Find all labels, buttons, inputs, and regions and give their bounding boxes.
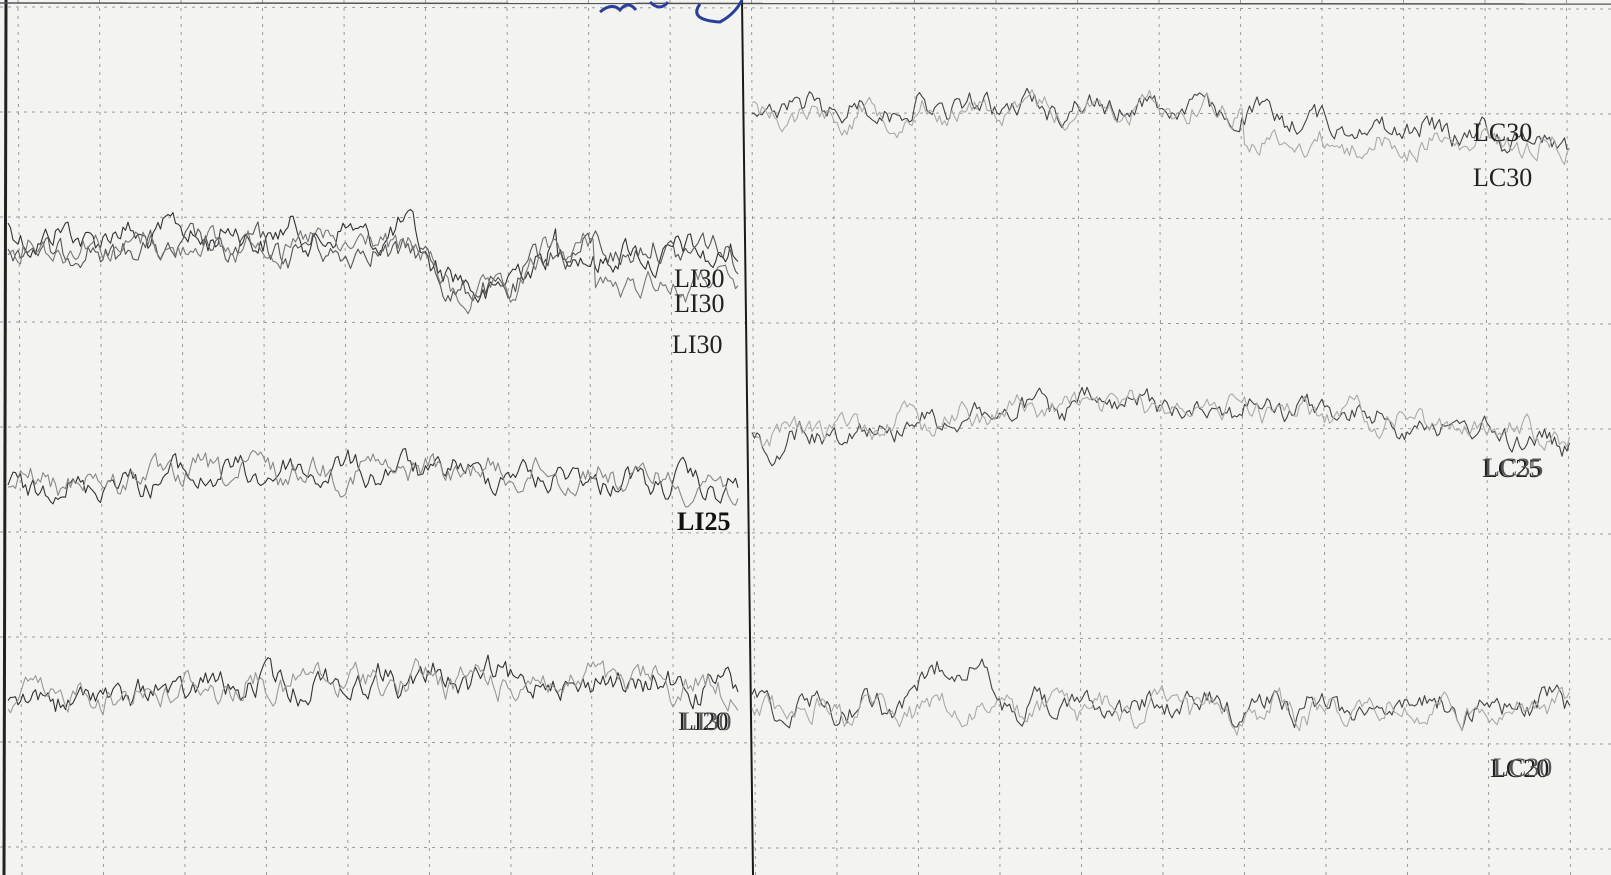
top-border [0,2,1611,5]
channel-label: LI30 [672,330,723,359]
grid-line [914,0,919,875]
channel-label: LC20 [1490,754,1549,783]
eeg-trace [751,87,1570,154]
channel-label: LC35 [1484,453,1543,482]
labels: LI30LI30LI30LI25LI20LI30LC30LC30LC25LC35… [672,118,1552,783]
channel-label: LI20 [678,707,729,736]
grid-line [262,0,267,875]
eeg-trace [7,658,739,716]
panel-divider [741,0,754,875]
eeg-trace [7,448,739,505]
handwriting [599,0,744,24]
grid-line [1158,0,1164,875]
grid-line [17,0,23,875]
channel-label: LC30 [1473,118,1532,147]
eeg-trace [7,449,739,508]
grid-line [1403,0,1408,875]
channel-label: LI30 [681,707,732,736]
channel-label: LI25 [677,507,730,536]
grid-line [832,0,838,875]
left-border [2,0,8,875]
channel-label: LI30 [674,264,725,293]
eeg-trace [7,221,739,302]
channel-label: LI30 [674,289,725,318]
grid-line [425,0,430,875]
eeg-trace [751,684,1570,736]
grid-line [1240,0,1245,875]
grid-line [995,0,1001,875]
grid-line [1566,0,1571,875]
eeg-trace [7,208,739,303]
eeg-trace [751,389,1571,451]
grid-line [1077,0,1082,875]
grid-line [180,0,186,875]
channel-label: LC25 [1482,454,1541,483]
grid-line [343,0,349,875]
grid-line [669,0,675,875]
channel-label: LC30 [1473,163,1532,192]
grid-line [506,0,512,875]
grid-line [99,0,104,875]
eeg-trace [751,89,1570,165]
eeg-trace [751,386,1571,467]
traces [7,87,1571,736]
grid-line [1321,0,1327,875]
eeg-trace [7,224,739,315]
grid-line [751,0,756,875]
grid-line [588,0,593,875]
channel-label: LC30 [1493,753,1552,782]
grid-line [1484,0,1490,875]
